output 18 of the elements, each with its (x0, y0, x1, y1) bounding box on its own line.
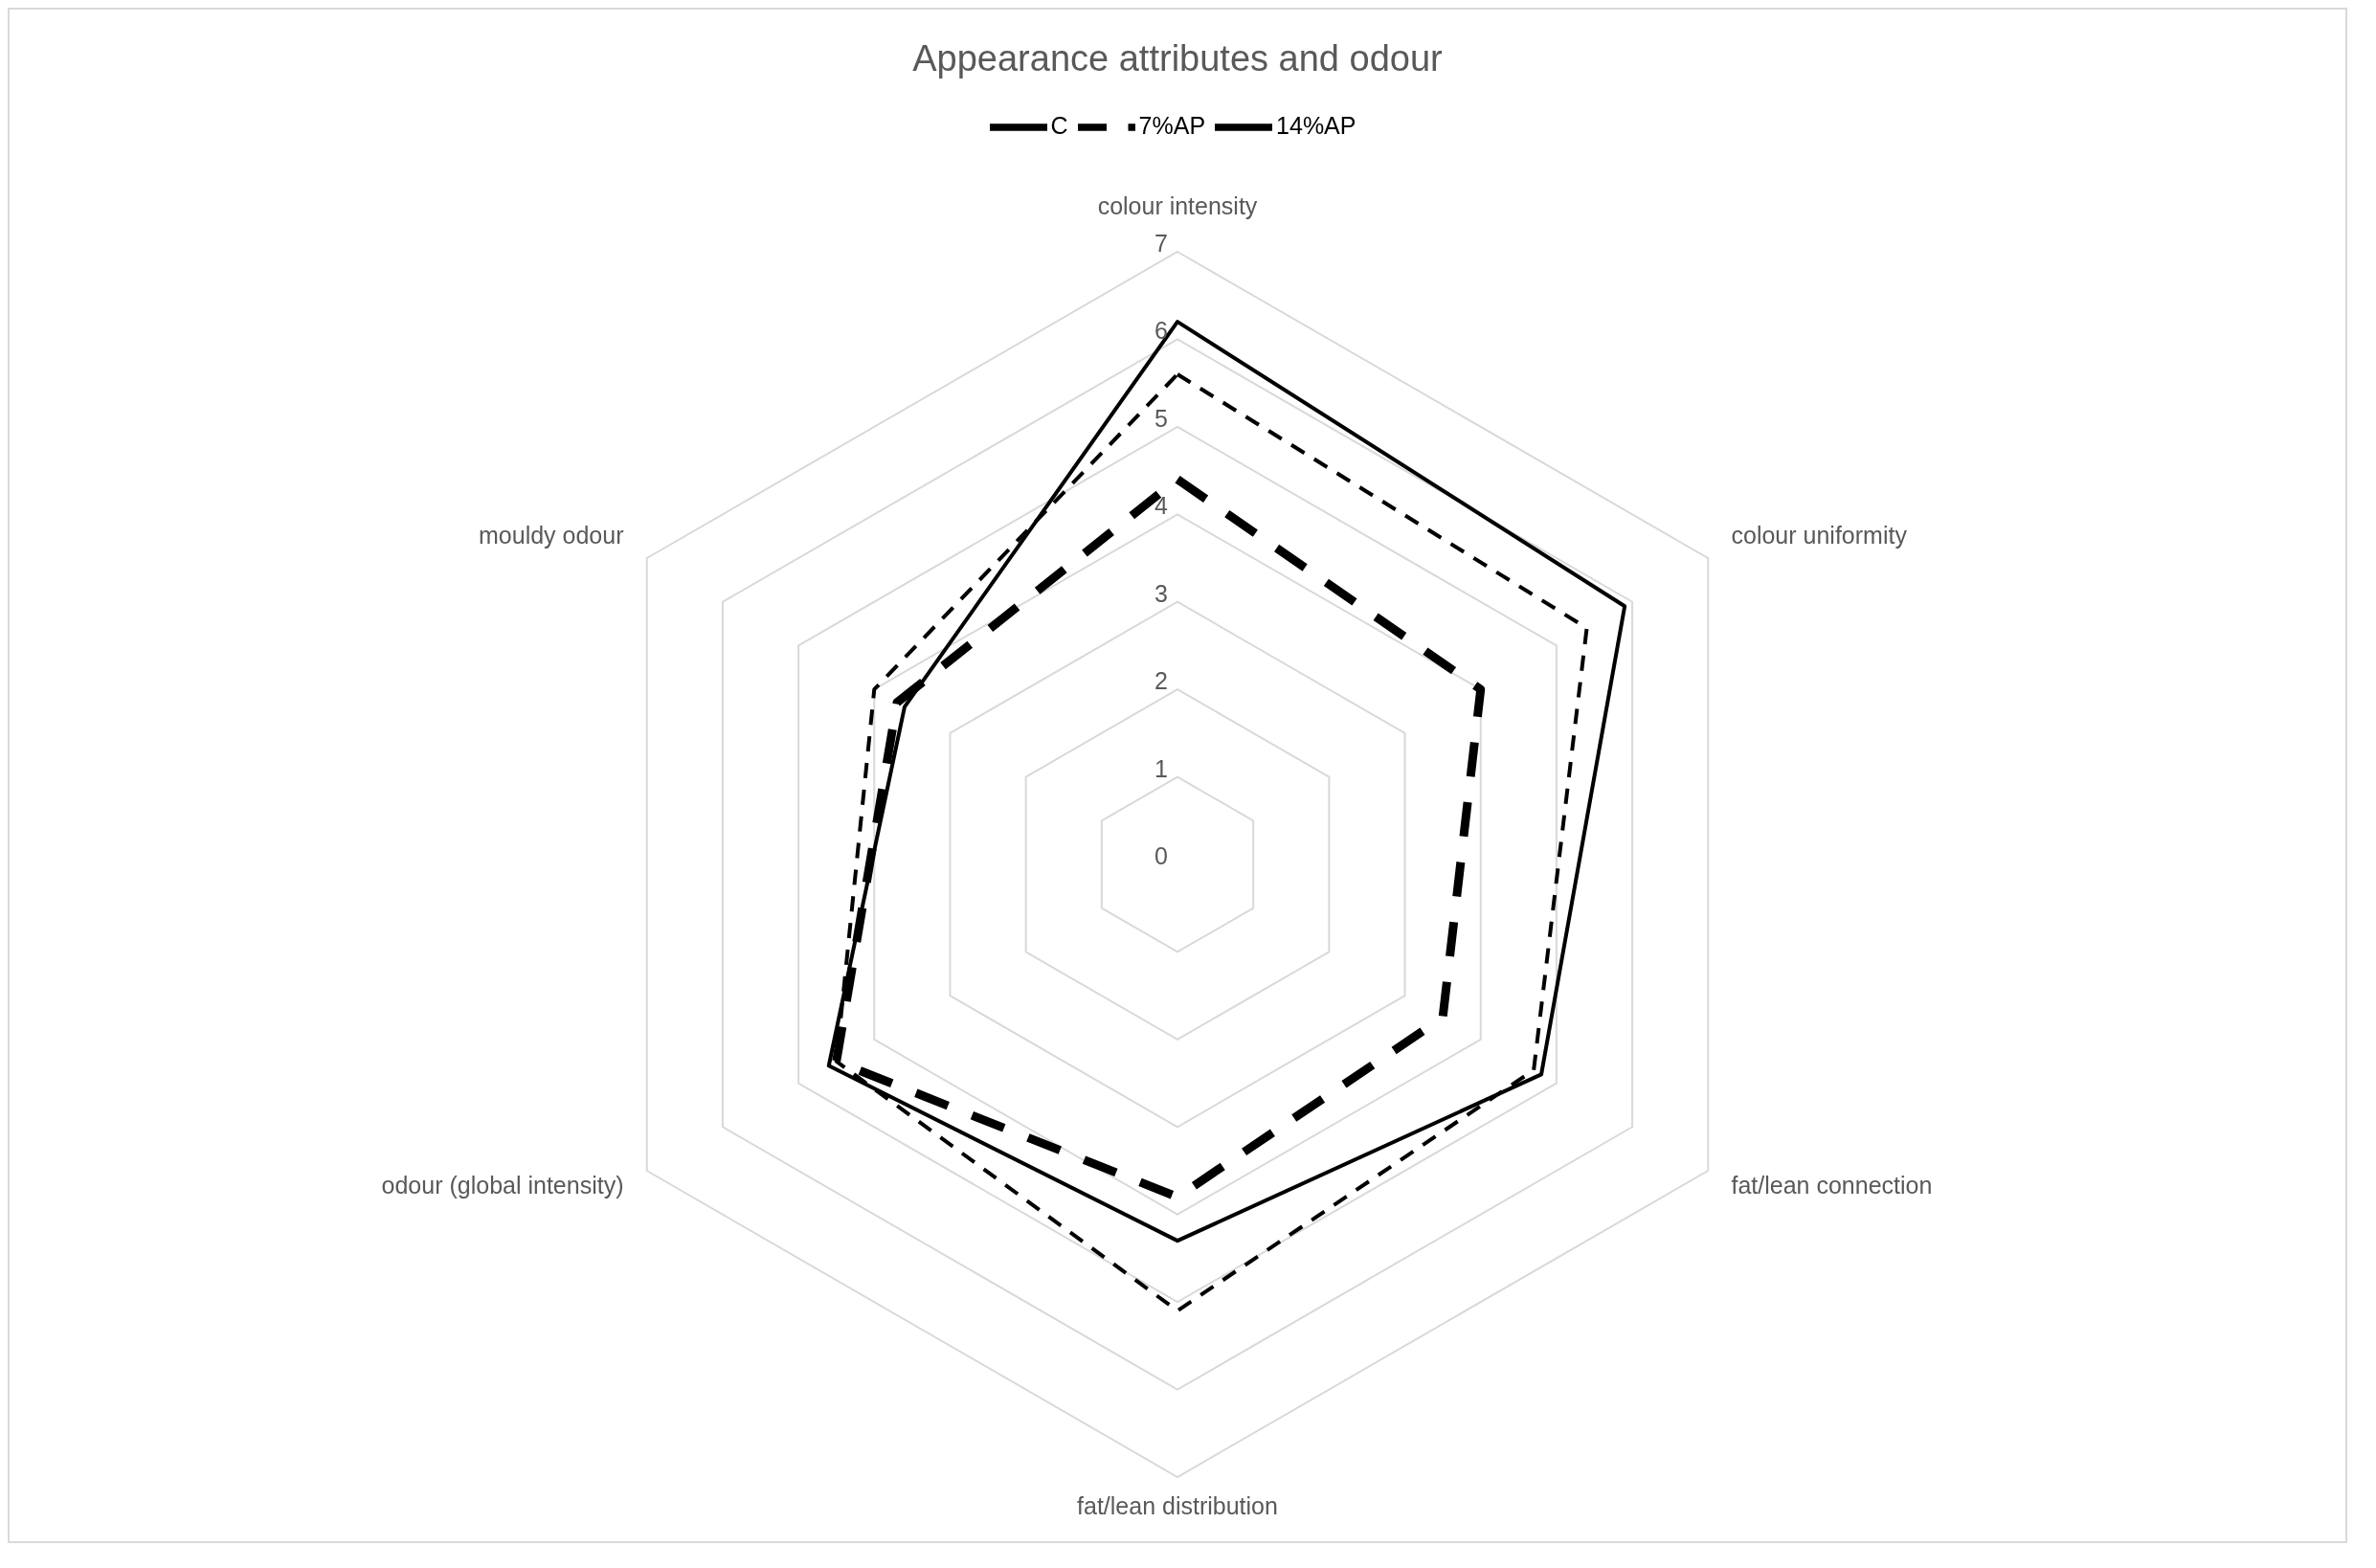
y-tick-label: 4 (1154, 492, 1169, 520)
legend-label: 7%AP (1138, 111, 1206, 139)
spoke-label: colour uniformity (1731, 522, 1908, 549)
spoke-label: fat/lean connection (1731, 1172, 1933, 1198)
spoke-label: odour (global intensity) (381, 1172, 624, 1198)
y-tick-label: 5 (1154, 404, 1168, 432)
y-tick-label: 0 (1154, 842, 1168, 869)
y-tick-label: 7 (1154, 230, 1168, 257)
y-tick-label: 1 (1154, 754, 1168, 782)
y-tick-label: 2 (1154, 667, 1168, 695)
spoke-label: fat/lean distribution (1077, 1492, 1278, 1519)
y-tick-label: 3 (1154, 579, 1168, 607)
legend-label: 14%AP (1276, 111, 1356, 139)
legend-label: C (1050, 111, 1068, 139)
y-tick-label: 6 (1154, 317, 1168, 345)
spoke-label: mouldy odour (479, 522, 624, 549)
spoke-label: colour intensity (1097, 192, 1258, 219)
chart-title: Appearance attributes and odour (911, 37, 1444, 79)
